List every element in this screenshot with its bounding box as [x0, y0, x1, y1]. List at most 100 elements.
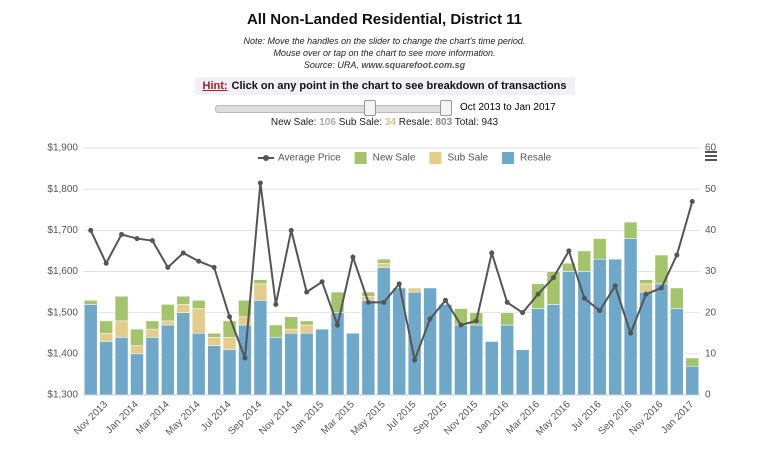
x-tick-label: May 2014: [164, 399, 203, 438]
slider-handle[interactable]: [364, 100, 376, 116]
stat-label: Sub Sale:: [338, 117, 383, 128]
price-point: [211, 264, 217, 270]
bar-segment: [469, 324, 484, 396]
bar-segment: [191, 333, 206, 396]
bar-segment: [407, 291, 422, 396]
bar-segment: [361, 291, 376, 297]
price-point: [566, 248, 572, 254]
price-point: [149, 238, 155, 244]
bar-segment: [284, 328, 298, 334]
price-point: [612, 283, 618, 289]
note: Source: URA,: [303, 60, 359, 70]
price-point: [396, 281, 402, 287]
bar-segment: [361, 300, 376, 396]
bar-segment: [685, 357, 700, 367]
price-point: [165, 264, 171, 270]
price-point: [350, 254, 356, 260]
stat-value: 34: [384, 117, 396, 128]
y-tick-label: $1,900: [47, 143, 78, 154]
bar-segment: [176, 304, 190, 313]
bar-segment: [577, 250, 592, 272]
y2-tick-label: 0: [705, 390, 711, 401]
legend-label: Average Price: [278, 153, 341, 164]
bar-segment: [145, 337, 160, 396]
bar-segment: [299, 324, 314, 334]
bar-segment: [377, 267, 391, 396]
price-point: [535, 291, 541, 297]
y2-tick-label: 10: [705, 348, 717, 359]
price-point: [473, 318, 479, 324]
price-point: [427, 316, 433, 322]
y-tick-label: $1,700: [47, 225, 78, 236]
price-point: [504, 299, 510, 305]
x-tick-label: May 2016: [534, 399, 573, 438]
x-tick-label: Jan 2017: [659, 399, 696, 436]
y2-tick-label: 20: [705, 307, 717, 318]
bar-segment: [299, 320, 314, 326]
bar-segment: [161, 320, 175, 326]
hint: Hint: Click on any point in the chart to …: [194, 77, 575, 95]
legend-label: Sub Sale: [447, 153, 488, 164]
bar-segment: [454, 324, 468, 396]
menu-line: [705, 151, 717, 153]
bar-segment: [99, 341, 113, 396]
menu-line: [705, 155, 717, 157]
x-tick-label: Nov 2014: [257, 399, 295, 437]
bar-segment: [83, 304, 98, 396]
bar-segment: [161, 324, 175, 396]
legend-symbol: [502, 152, 515, 164]
price-point: [628, 330, 634, 336]
price-point: [88, 227, 94, 233]
bar-segment: [670, 308, 684, 396]
bar-segment: [114, 295, 129, 322]
bar-segment: [145, 328, 160, 338]
x-tick-label: Nov 2015: [442, 399, 480, 437]
price-point: [458, 322, 464, 328]
menu-icon[interactable]: [705, 151, 717, 161]
bar-segment: [145, 320, 160, 330]
bar-segment: [222, 337, 237, 350]
note: Note: Move the handles on the slider to …: [243, 36, 526, 46]
bar-segment: [130, 328, 144, 346]
bar-segment: [654, 254, 669, 285]
bar-segment: [176, 312, 190, 396]
bar-segment: [269, 324, 283, 338]
bar-segment: [407, 287, 422, 293]
bar-segment: [346, 333, 360, 396]
bar-segment: [485, 341, 499, 396]
note: Source: URA, www.squarefoot.com.sg: [0, 59, 769, 71]
source-link[interactable]: www.squarefoot.com.sg: [361, 60, 466, 70]
bar-segment: [608, 258, 622, 396]
bar-segment: [685, 365, 700, 396]
legend-label: New Sale: [373, 153, 416, 164]
note: Mouse over or tap on the chart to see mo…: [273, 48, 496, 58]
legend: Average Price New Sale Sub Sale Resale: [258, 152, 552, 164]
slider-handle[interactable]: [440, 100, 452, 116]
bar-segment: [623, 221, 638, 239]
price-point: [689, 199, 695, 205]
bar-segment: [99, 320, 113, 334]
header: All Non-Landed Residential, District 11 …: [0, 0, 769, 128]
x-tick-label: May 2015: [349, 399, 388, 438]
period: Oct 2013 to Jan 2017: [460, 102, 556, 113]
stat-label: New Sale:: [270, 117, 317, 128]
bar-segment: [562, 271, 576, 396]
bar-segment: [238, 316, 252, 326]
x-tick-label: Nov 2016: [627, 399, 665, 437]
legend-symbol: [263, 155, 269, 161]
hint-label: Hint:: [202, 80, 228, 92]
bar-segment: [130, 353, 144, 396]
bar-segment: [377, 263, 391, 268]
slider[interactable]: Oct 2013 to Jan 2017: [0, 99, 769, 117]
y-tick-label: $1,400: [47, 348, 78, 359]
y2-tick-label: 60: [705, 143, 717, 154]
x-tick-label: Nov 2013: [72, 399, 110, 437]
bar-segment: [562, 263, 576, 272]
price-point: [412, 357, 418, 363]
bar-segment: [639, 279, 653, 285]
bar-segment: [253, 300, 268, 396]
bar-segment: [83, 300, 98, 305]
price-point: [365, 299, 371, 305]
price-point: [658, 285, 664, 291]
bar-segment: [253, 279, 268, 285]
